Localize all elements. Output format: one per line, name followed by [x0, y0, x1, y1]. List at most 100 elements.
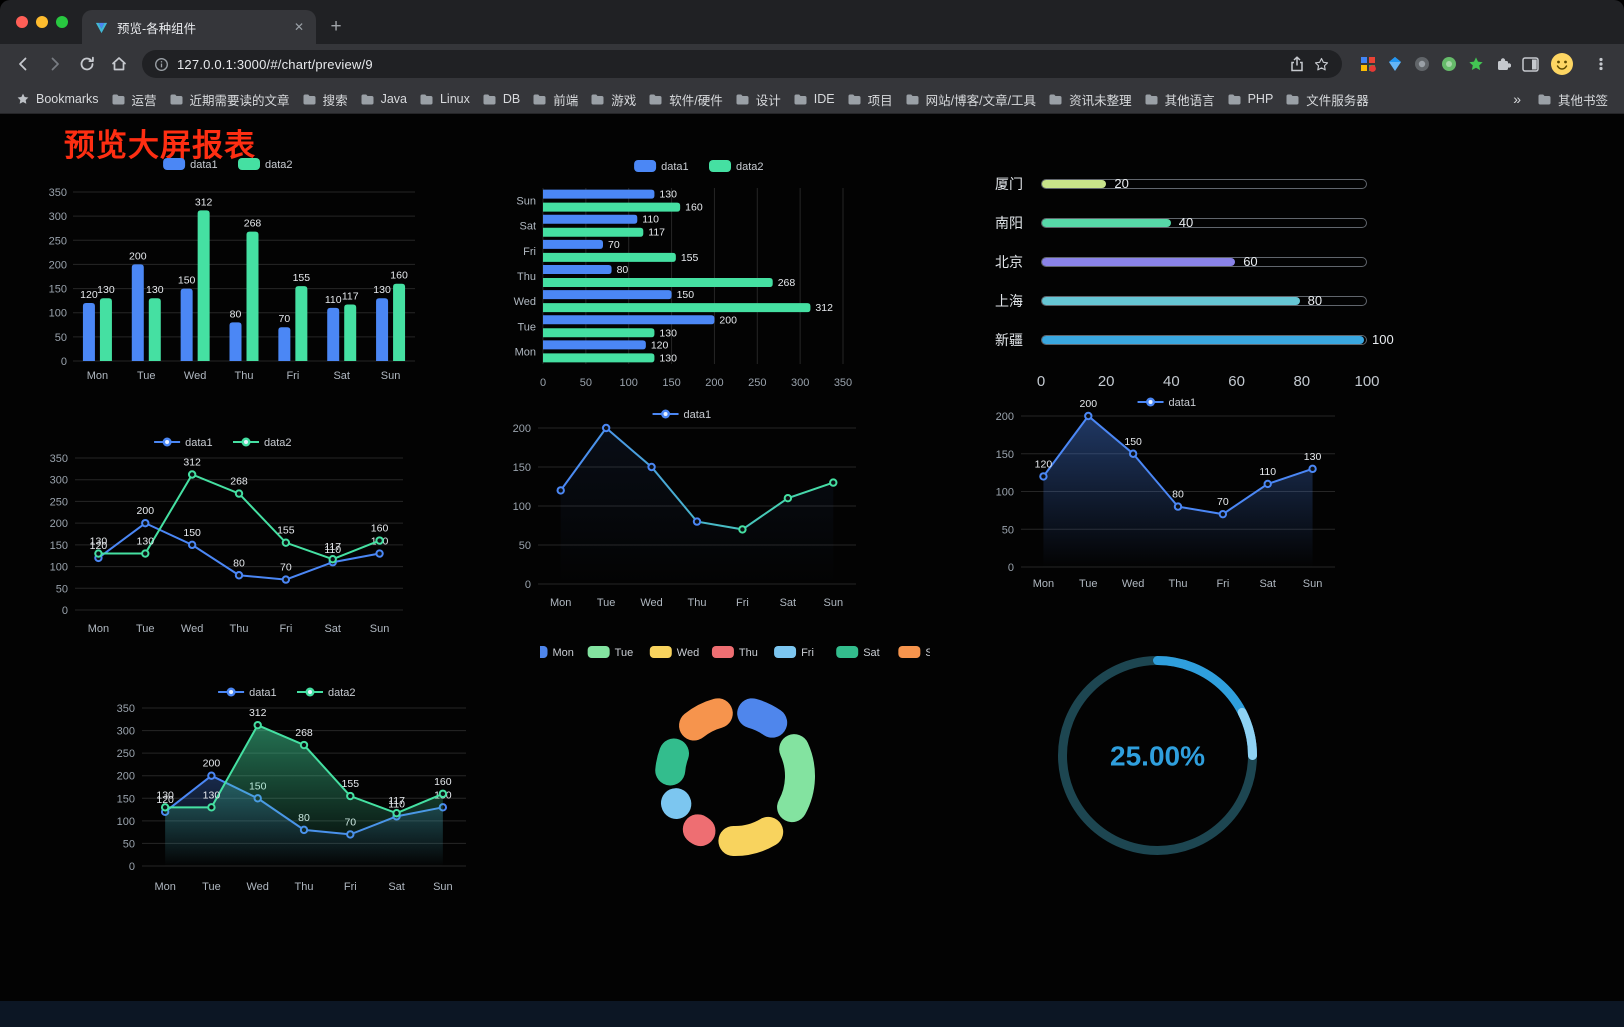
bookmark-folder[interactable]: 其他语言 — [1138, 87, 1221, 112]
svg-text:150: 150 — [996, 449, 1014, 461]
svg-text:50: 50 — [519, 540, 531, 552]
svg-text:110: 110 — [324, 544, 341, 556]
svg-text:250: 250 — [748, 377, 766, 389]
bookmark-folder[interactable]: 运营 — [105, 87, 163, 112]
svg-text:Wed: Wed — [1122, 578, 1144, 590]
svg-text:data1: data1 — [190, 159, 218, 171]
svg-text:Tue: Tue — [202, 881, 221, 893]
svg-text:110: 110 — [642, 214, 659, 226]
bookmarks-overflow-chevron[interactable]: » — [1513, 91, 1521, 107]
bookmark-folder[interactable]: PHP — [1221, 89, 1280, 109]
reload-button[interactable] — [72, 49, 102, 79]
tab-close-icon[interactable]: ✕ — [293, 20, 305, 34]
bookmark-folder[interactable]: Linux — [413, 89, 476, 109]
close-window-button[interactable] — [16, 16, 28, 28]
zoom-window-button[interactable] — [56, 16, 68, 28]
browser-tab[interactable]: 预览-各种组件 ✕ — [82, 10, 316, 44]
address-bar[interactable]: 127.0.0.1:3000/#/chart/preview/9 — [142, 50, 1342, 78]
svg-text:130: 130 — [659, 352, 677, 364]
svg-text:200: 200 — [129, 250, 147, 262]
bookmark-folder[interactable]: 搜索 — [296, 87, 354, 112]
svg-text:160: 160 — [371, 523, 389, 535]
svg-text:50: 50 — [55, 332, 67, 344]
site-info-icon[interactable] — [154, 57, 169, 72]
svg-text:80: 80 — [617, 264, 629, 276]
bookmarks-root-label: Bookmarks — [36, 92, 99, 106]
svg-text:80: 80 — [230, 308, 242, 320]
bookmark-folder[interactable]: DB — [476, 89, 526, 109]
svg-text:312: 312 — [183, 457, 201, 469]
back-button[interactable] — [8, 49, 38, 79]
site-favicon — [94, 20, 109, 35]
folder-icon — [794, 94, 807, 104]
extension-icon-2[interactable] — [1387, 56, 1403, 72]
chart-progress-bars: 厦门 20 南阳 40 北京 60 上海 80 新疆 100 0 20 40 60 80 100 — [995, 162, 1394, 412]
bookmark-folder[interactable]: 游戏 — [584, 87, 642, 112]
svg-text:data2: data2 — [736, 161, 764, 173]
svg-text:300: 300 — [50, 475, 68, 487]
bookmark-folder[interactable]: 网站/博客/文章/工具 — [899, 87, 1042, 112]
svg-text:160: 160 — [434, 776, 452, 788]
svg-text:130: 130 — [373, 284, 391, 296]
bookmark-folder[interactable]: 设计 — [729, 87, 787, 112]
forward-button[interactable] — [40, 49, 70, 79]
svg-text:Fri: Fri — [801, 647, 814, 659]
svg-text:110: 110 — [325, 294, 342, 306]
extension-icon-3[interactable] — [1414, 56, 1430, 72]
other-bookmarks-item[interactable]: 其他书签 — [1531, 87, 1614, 112]
bookmarks-root-item[interactable]: Bookmarks — [10, 89, 105, 109]
svg-text:Tue: Tue — [1079, 578, 1098, 590]
svg-text:160: 160 — [685, 202, 703, 214]
profile-avatar[interactable] — [1550, 52, 1574, 76]
svg-text:350: 350 — [834, 377, 852, 389]
folder-icon — [1049, 94, 1062, 104]
extension-icon-1[interactable] — [1360, 56, 1376, 72]
bookmark-folder[interactable]: 近期需要读的文章 — [163, 87, 296, 112]
side-panel-icon[interactable] — [1522, 56, 1539, 72]
bookmark-folder[interactable]: Java — [354, 89, 413, 109]
other-bookmarks-label: 其他书签 — [1557, 93, 1608, 108]
svg-text:70: 70 — [279, 313, 291, 325]
svg-text:Fri: Fri — [736, 597, 749, 609]
minimize-window-button[interactable] — [36, 16, 48, 28]
bookmarks-folders: 运营 近期需要读的文章 搜索 Java Linux DB 前端 游戏 软件/硬件 设计 IDE 项目网… — [105, 87, 1506, 112]
svg-text:Wed: Wed — [677, 647, 699, 659]
bookmark-folder[interactable]: 软件/硬件 — [642, 87, 728, 112]
footer-strip — [0, 1001, 1624, 1027]
extension-icon-4[interactable] — [1441, 56, 1457, 72]
chart-line-dual-area: data1 data2 0 50 100 150 200 250 300 350 Mon Tue Wed… — [100, 680, 478, 898]
new-tab-button[interactable]: + — [330, 16, 342, 37]
svg-text:150: 150 — [49, 284, 67, 296]
bookmarks-right: » 其他书签 — [1505, 87, 1614, 112]
bookmark-star-icon[interactable] — [1313, 56, 1330, 73]
svg-text:Mon: Mon — [515, 346, 536, 358]
svg-text:data1: data1 — [1169, 397, 1197, 409]
svg-text:0: 0 — [62, 605, 68, 617]
extension-icon-5[interactable] — [1468, 56, 1484, 72]
progress-row: 新疆 100 — [995, 331, 1394, 348]
svg-text:0: 0 — [525, 579, 531, 591]
url-text[interactable]: 127.0.0.1:3000/#/chart/preview/9 — [177, 56, 373, 72]
svg-text:150: 150 — [662, 377, 680, 389]
svg-text:Sun: Sun — [433, 881, 453, 893]
bookmark-folder[interactable]: IDE — [787, 89, 841, 109]
svg-text:Mon: Mon — [88, 623, 109, 635]
svg-text:312: 312 — [195, 196, 213, 208]
svg-text:268: 268 — [778, 277, 796, 289]
svg-text:70: 70 — [280, 562, 292, 574]
svg-text:130: 130 — [146, 284, 164, 296]
bookmark-folder[interactable]: 项目 — [841, 87, 899, 112]
bookmark-folder[interactable]: 前端 — [526, 87, 584, 112]
home-button[interactable] — [104, 49, 134, 79]
svg-text:150: 150 — [178, 275, 196, 287]
svg-text:100: 100 — [49, 308, 67, 320]
bookmark-folder[interactable]: 文件服务器 — [1279, 87, 1375, 112]
svg-text:100: 100 — [50, 562, 68, 574]
extensions-puzzle-icon[interactable] — [1495, 56, 1511, 72]
share-icon[interactable] — [1289, 56, 1305, 72]
progress-axis: 0 20 40 60 80 100 — [1036, 373, 1380, 390]
svg-text:80: 80 — [1172, 489, 1184, 501]
menu-kebab-icon[interactable] — [1586, 49, 1616, 79]
bookmark-folder[interactable]: 资讯未整理 — [1042, 87, 1138, 112]
svg-text:120: 120 — [1035, 458, 1053, 470]
